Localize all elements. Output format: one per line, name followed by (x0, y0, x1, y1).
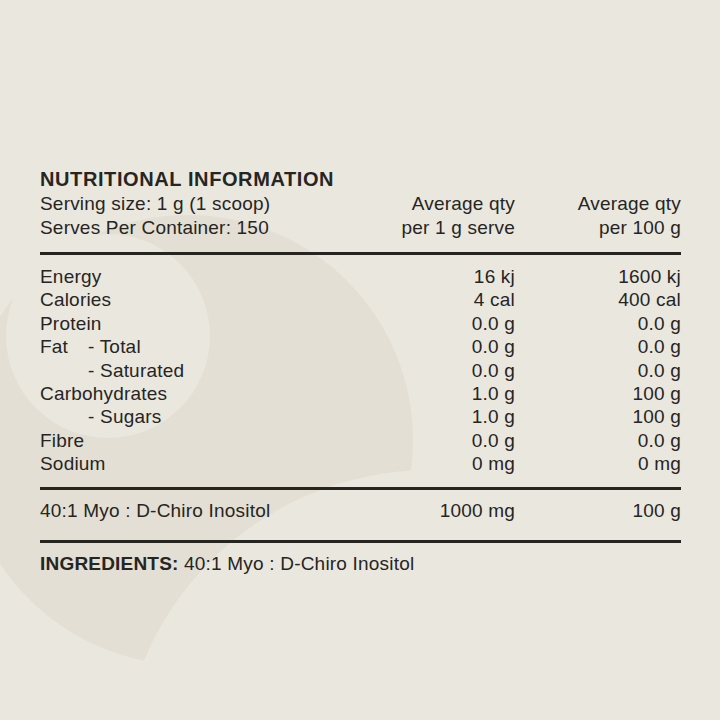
feature-row: 40:1 Myo : D-Chiro Inositol 1000 mg 100 … (40, 490, 681, 532)
nutrient-label-cell: - Sugars (40, 405, 375, 428)
serves-per-container-text: Serves Per Container: 150 (40, 216, 375, 240)
ingredients-label: INGREDIENTS: (40, 553, 179, 574)
nutrient-label-cell: Fibre (40, 429, 375, 452)
per-100g-value-cell: 400 cal (515, 288, 681, 311)
per-serve-value-cell: 4 cal (375, 288, 515, 311)
per-serve-value-cell: 1.0 g (375, 405, 515, 428)
per-serve-value-cell: 0.0 g (375, 429, 515, 452)
col-serve-header-line1: Average qty (375, 192, 515, 216)
nutrient-label-cell: Protein (40, 312, 375, 335)
col-100g-header-line2: per 100 g (515, 216, 681, 240)
nutrient-table: Energy16 kj1600 kj Calories4 cal400 cal Pr… (40, 255, 681, 487)
per-100g-value-cell: 0.0 g (515, 429, 681, 452)
per-100g-value-cell: 0 mg (515, 452, 681, 475)
feature-label-cell: 40:1 Myo : D-Chiro Inositol (40, 499, 375, 522)
product-label-image: { "colors": { "background": "#eae7df", "… (0, 0, 720, 720)
per-100g-value-cell: 0.0 g (515, 359, 681, 382)
feature-per-100g-cell: 100 g (515, 499, 681, 522)
col-serve-header-line2: per 1 g serve (375, 216, 515, 240)
per-serve-value-cell: 1.0 g (375, 382, 515, 405)
ingredients-value: 40:1 Myo : D-Chiro Inositol (184, 553, 414, 574)
nutrient-label-cell: Carbohydrates (40, 382, 375, 405)
divider-bottom (40, 540, 681, 543)
panel-title: NUTRITIONAL INFORMATION (40, 167, 681, 191)
per-serve-value-cell: 0.0 g (375, 359, 515, 382)
per-100g-value-cell: 1600 kj (515, 265, 681, 288)
per-serve-value-cell: 0.0 g (375, 312, 515, 335)
table-header: Serving size: 1 g (1 scoop) Average qty … (40, 192, 681, 239)
ingredients-line: INGREDIENTS: 40:1 Myo : D-Chiro Inositol (40, 552, 681, 575)
serving-size-text: Serving size: 1 g (1 scoop) (40, 192, 375, 216)
nutrient-label-cell: Energy (40, 265, 375, 288)
per-100g-value-cell: 0.0 g (515, 312, 681, 335)
nutrient-label-cell: Fat- Total (40, 335, 375, 358)
nutrient-label-cell: Calories (40, 288, 375, 311)
per-serve-value-cell: 0 mg (375, 452, 515, 475)
nutrient-label-cell: - Saturated (40, 359, 375, 382)
nutrition-panel: NUTRITIONAL INFORMATION Serving size: 1 … (40, 167, 681, 575)
nutrient-label-cell: Sodium (40, 452, 375, 475)
per-100g-value-cell: 100 g (515, 382, 681, 405)
per-100g-value-cell: 100 g (515, 405, 681, 428)
feature-per-serve-cell: 1000 mg (375, 499, 515, 522)
per-serve-value-cell: 0.0 g (375, 335, 515, 358)
per-serve-value-cell: 16 kj (375, 265, 515, 288)
col-100g-header-line1: Average qty (515, 192, 681, 216)
per-100g-value-cell: 0.0 g (515, 335, 681, 358)
